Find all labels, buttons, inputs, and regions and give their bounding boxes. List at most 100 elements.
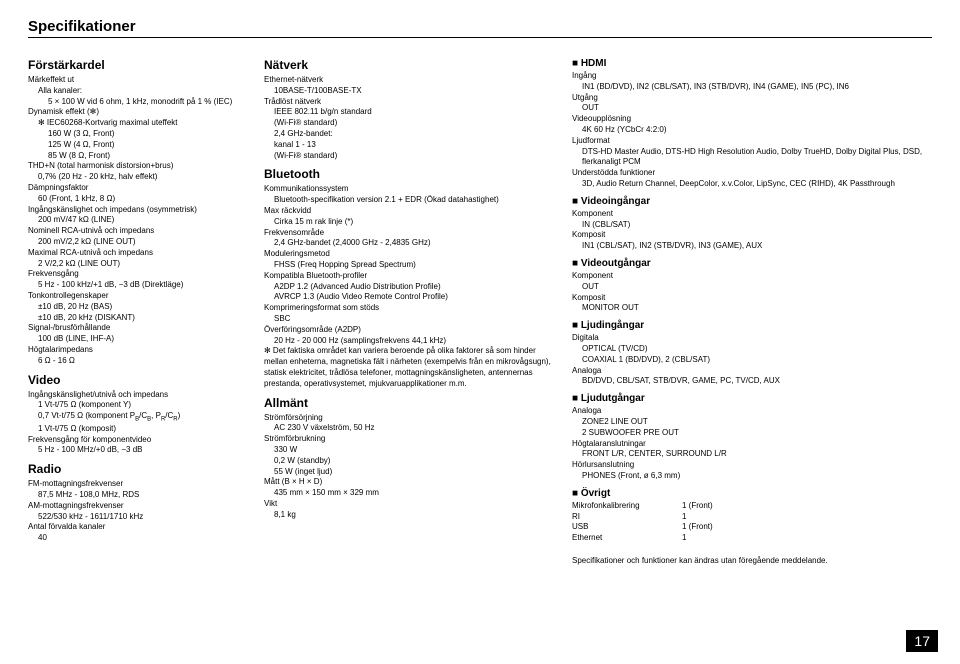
label: Komponent — [572, 209, 932, 220]
label: Ingång — [572, 71, 932, 82]
section-audio-in: Ljudingångar — [572, 320, 932, 331]
text: DTS-HD Master Audio, DTS-HD High Resolut… — [582, 147, 932, 169]
label: Ingångskänslighet och impedans (osymmetr… — [28, 205, 246, 216]
label: USB — [572, 522, 682, 533]
text: A2DP 1.2 (Advanced Audio Distribution Pr… — [274, 282, 554, 293]
section-hdmi: HDMI — [572, 58, 932, 69]
column-1: Förstärkardel Märkeffekt ut Alla kanaler… — [28, 52, 246, 565]
label: AM-mottagningsfrekvenser — [28, 501, 246, 512]
label: Strömförbrukning — [264, 434, 554, 445]
text: IEEE 802.11 b/g/n standard — [274, 107, 554, 118]
section-amplifier: Förstärkardel — [28, 58, 246, 72]
text: ZONE2 LINE OUT — [582, 417, 932, 428]
text: 40 — [38, 533, 246, 544]
text: PHONES (Front, ø 6,3 mm) — [582, 471, 932, 482]
label: Mått (B × H × D) — [264, 477, 554, 488]
label: Komposit — [572, 293, 932, 304]
text: Mikrofonkalibrering1 (Front) — [572, 501, 932, 512]
text: 2,4 GHz-bandet: — [274, 129, 554, 140]
label: Frekvensgång för komponentvideo — [28, 435, 246, 446]
label: THD+N (total harmonisk distorsion+brus) — [28, 161, 246, 172]
text: IN1 (CBL/SAT), IN2 (STB/DVR), IN3 (GAME)… — [582, 241, 932, 252]
text: 60 (Front, 1 kHz, 8 Ω) — [38, 194, 246, 205]
column-2: Nätverk Ethernet-nätverk 10BASE-T/100BAS… — [264, 52, 554, 565]
section-general: Allmänt — [264, 396, 554, 410]
section-network: Nätverk — [264, 58, 554, 72]
value: 1 — [682, 512, 686, 521]
text: 200 mV/2,2 kΩ (LINE OUT) — [38, 237, 246, 248]
text: (Wi-Fi® standard) — [274, 151, 554, 162]
text: MONITOR OUT — [582, 303, 932, 314]
text: 330 W — [274, 445, 554, 456]
label: Ethernet — [572, 533, 682, 544]
text: 435 mm × 150 mm × 329 mm — [274, 488, 554, 499]
text: FRONT L/R, CENTER, SURROUND L/R — [582, 449, 932, 460]
label: Strömförsörjning — [264, 413, 554, 424]
text: USB1 (Front) — [572, 522, 932, 533]
text: 0,7 Vt-t/75 Ω (komponent PB/CB, PR/CR) — [38, 411, 246, 424]
value: 1 — [682, 533, 686, 542]
text: (Wi-Fi® standard) — [274, 118, 554, 129]
label: Digitala — [572, 333, 932, 344]
text: 5 Hz - 100 MHz/+0 dB, −3 dB — [38, 445, 246, 456]
text: 100 dB (LINE, IHF-A) — [38, 334, 246, 345]
label: Videoupplösning — [572, 114, 932, 125]
label: Maximal RCA-utnivå och impedans — [28, 248, 246, 259]
text: OPTICAL (TV/CD) — [582, 344, 932, 355]
label: Högtalaranslutningar — [572, 439, 932, 450]
text: RI1 — [572, 512, 932, 523]
section-video: Video — [28, 373, 246, 387]
label: Överföringsområde (A2DP) — [264, 325, 554, 336]
footer-note: Specifikationer och funktioner kan ändra… — [572, 556, 932, 565]
label: Moduleringsmetod — [264, 249, 554, 260]
section-video-out: Videoutgångar — [572, 258, 932, 269]
value: 1 (Front) — [682, 501, 713, 510]
text: 20 Hz - 20 000 Hz (samplingsfrekvens 44,… — [274, 336, 554, 347]
text: COAXIAL 1 (BD/DVD), 2 (CBL/SAT) — [582, 355, 932, 366]
label: Mikrofonkalibrering — [572, 501, 682, 512]
section-other: Övrigt — [572, 488, 932, 499]
label: Märkeffekt ut — [28, 75, 246, 86]
value: 1 (Front) — [682, 522, 713, 531]
label: Hörlursanslutning — [572, 460, 932, 471]
text: AVRCP 1.3 (Audio Video Remote Control Pr… — [274, 292, 554, 303]
label: Tonkontrollegenskaper — [28, 291, 246, 302]
label: Frekvensområde — [264, 228, 554, 239]
label: Antal förvalda kanaler — [28, 522, 246, 533]
text: 0,7% (20 Hz - 20 kHz, halv effekt) — [38, 172, 246, 183]
label: Signal-/brusförhållande — [28, 323, 246, 334]
text: 160 W (3 Ω, Front) — [48, 129, 246, 140]
label: Vikt — [264, 499, 554, 510]
label: Understödda funktioner — [572, 168, 932, 179]
text: FHSS (Freq Hopping Spread Spectrum) — [274, 260, 554, 271]
text: ±10 dB, 20 kHz (DISKANT) — [38, 313, 246, 324]
text: Bluetooth-specifikation version 2.1 + ED… — [274, 195, 554, 206]
page-number: 17 — [906, 630, 938, 652]
label: Kompatibla Bluetooth-profiler — [264, 271, 554, 282]
label: FM-mottagningsfrekvenser — [28, 479, 246, 490]
section-bluetooth: Bluetooth — [264, 167, 554, 181]
text: SBC — [274, 314, 554, 325]
text: 2 V/2,2 kΩ (LINE OUT) — [38, 259, 246, 270]
text: 5 Hz - 100 kHz/+1 dB, −3 dB (Direktläge) — [38, 280, 246, 291]
text: 85 W (8 Ω, Front) — [48, 151, 246, 162]
text: AC 230 V växelström, 50 Hz — [274, 423, 554, 434]
label: Max räckvidd — [264, 206, 554, 217]
text: IN1 (BD/DVD), IN2 (CBL/SAT), IN3 (STB/DV… — [582, 82, 932, 93]
label: Utgång — [572, 93, 932, 104]
text: 2 SUBWOOFER PRE OUT — [582, 428, 932, 439]
text: 0,2 W (standby) — [274, 456, 554, 467]
text: Alla kanaler: — [38, 86, 246, 97]
label: Dämpningsfaktor — [28, 183, 246, 194]
section-radio: Radio — [28, 462, 246, 476]
text: IN (CBL/SAT) — [582, 220, 932, 231]
text: 87,5 MHz - 108,0 MHz, RDS — [38, 490, 246, 501]
label: RI — [572, 512, 682, 523]
text: 6 Ω - 16 Ω — [38, 356, 246, 367]
section-video-in: Videoingångar — [572, 196, 932, 207]
text: ✻ IEC60268-Kortvarig maximal uteffekt — [38, 118, 246, 129]
label: Frekvensgång — [28, 269, 246, 280]
text: ✻ Det faktiska området kan variera beroe… — [264, 346, 554, 389]
text: 1 Vt-t/75 Ω (komponent Y) — [38, 400, 246, 411]
label: Analoga — [572, 406, 932, 417]
